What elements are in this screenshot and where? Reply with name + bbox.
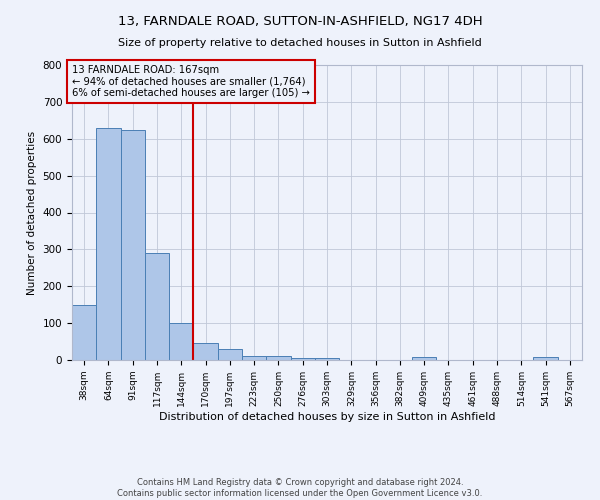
X-axis label: Distribution of detached houses by size in Sutton in Ashfield: Distribution of detached houses by size … bbox=[159, 412, 495, 422]
Bar bbox=[169, 323, 193, 360]
Text: 13, FARNDALE ROAD, SUTTON-IN-ASHFIELD, NG17 4DH: 13, FARNDALE ROAD, SUTTON-IN-ASHFIELD, N… bbox=[118, 15, 482, 28]
Bar bbox=[218, 349, 242, 360]
Bar bbox=[533, 357, 558, 360]
Bar bbox=[145, 253, 169, 360]
Bar bbox=[315, 358, 339, 360]
Y-axis label: Number of detached properties: Number of detached properties bbox=[27, 130, 37, 294]
Text: Contains HM Land Registry data © Crown copyright and database right 2024.
Contai: Contains HM Land Registry data © Crown c… bbox=[118, 478, 482, 498]
Bar bbox=[242, 356, 266, 360]
Bar bbox=[266, 356, 290, 360]
Bar bbox=[193, 344, 218, 360]
Bar bbox=[72, 304, 96, 360]
Bar bbox=[96, 128, 121, 360]
Text: 13 FARNDALE ROAD: 167sqm
← 94% of detached houses are smaller (1,764)
6% of semi: 13 FARNDALE ROAD: 167sqm ← 94% of detach… bbox=[72, 65, 310, 98]
Bar bbox=[412, 357, 436, 360]
Bar bbox=[290, 358, 315, 360]
Text: Size of property relative to detached houses in Sutton in Ashfield: Size of property relative to detached ho… bbox=[118, 38, 482, 48]
Bar bbox=[121, 130, 145, 360]
